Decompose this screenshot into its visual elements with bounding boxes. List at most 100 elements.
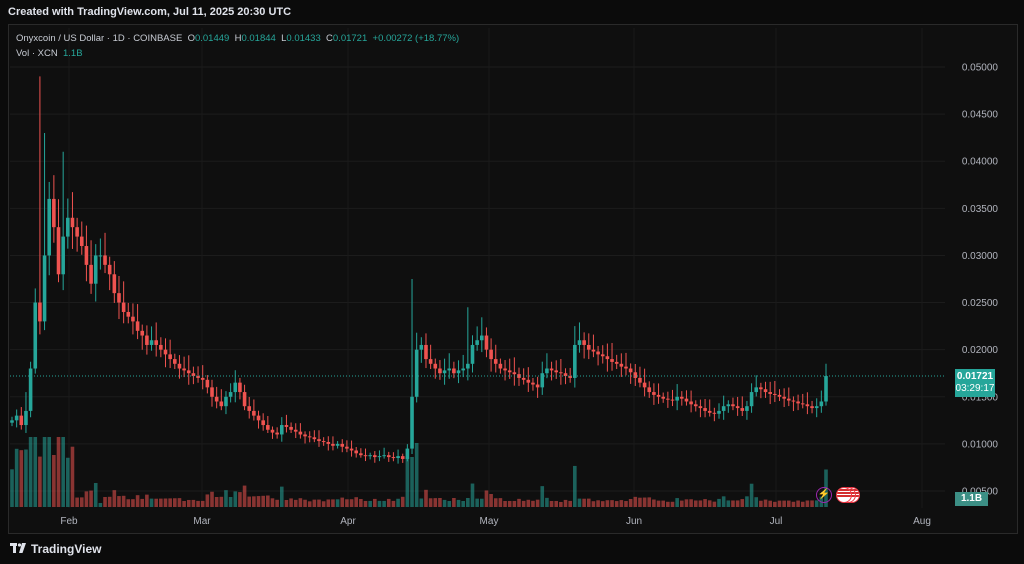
- volume-bar: [670, 501, 675, 507]
- candle-body: [628, 368, 633, 373]
- candle-body: [545, 368, 549, 374]
- bottom-bar: [0, 534, 1024, 564]
- volume-bar: [540, 486, 545, 507]
- candle-body: [693, 404, 698, 407]
- volume-bar: [582, 498, 586, 507]
- us-flag-event-icon[interactable]: [836, 487, 852, 503]
- volume-bar: [577, 498, 582, 507]
- volume-bar: [345, 499, 349, 507]
- candle-body: [773, 393, 777, 395]
- candle-body: [442, 370, 447, 374]
- candle-body: [38, 302, 42, 322]
- volume-bar: [614, 501, 619, 507]
- volume-bars: [10, 437, 828, 507]
- candle-body: [805, 404, 810, 407]
- volume-bar: [633, 496, 638, 507]
- volume-bar: [266, 495, 270, 507]
- volume-bar: [712, 501, 717, 507]
- candle-body: [782, 396, 786, 399]
- candle-body: [159, 344, 163, 350]
- volume-bar: [503, 501, 507, 507]
- volume-bar: [89, 490, 93, 507]
- candle-body: [266, 425, 270, 430]
- candle-body: [321, 441, 326, 443]
- volume-bar: [442, 499, 447, 507]
- candle-body: [670, 399, 675, 401]
- candle-body: [717, 410, 721, 414]
- candle-body: [89, 264, 93, 284]
- candle-body: [735, 406, 740, 409]
- candle-body: [642, 382, 647, 388]
- bar-countdown: 03:29:17: [955, 383, 995, 394]
- candle-body: [703, 408, 707, 411]
- volume-bar: [10, 469, 14, 507]
- tradingview-logo-icon: [10, 543, 26, 553]
- volume-bar: [521, 500, 526, 507]
- candle-body: [191, 373, 196, 377]
- candle-body: [689, 401, 693, 405]
- volume-bar: [507, 500, 512, 507]
- volume-bar: [707, 500, 712, 507]
- candle-body: [800, 403, 805, 405]
- candle-body: [210, 387, 214, 397]
- volume-bar: [200, 500, 205, 507]
- candle-body: [740, 408, 745, 411]
- candle-body: [121, 302, 126, 312]
- volume-bar: [782, 500, 786, 507]
- volume-bar: [298, 498, 303, 507]
- candle-body: [224, 396, 228, 407]
- volume-bar: [168, 498, 172, 507]
- last-price-tag: 0.01721 03:29:17: [955, 369, 995, 397]
- volume-bar: [107, 496, 112, 507]
- candle-body: [577, 340, 582, 345]
- candles: [10, 76, 828, 464]
- x-tick-label: Jul: [770, 516, 783, 527]
- volume-bar: [93, 483, 98, 507]
- symbol-legend[interactable]: Onyxcoin / US Dollar · 1D · COINBASE O0.…: [16, 33, 459, 44]
- volume-bar: [456, 499, 461, 507]
- volume-legend[interactable]: Vol · XCN 1.1B: [16, 48, 83, 59]
- volume-bar: [391, 500, 396, 507]
- volume-bar: [177, 498, 182, 507]
- candle-body: [726, 404, 731, 407]
- candle-body: [582, 340, 586, 345]
- y-tick-label: 0.01500: [962, 392, 999, 403]
- chart-frame[interactable]: [8, 24, 1018, 534]
- volume-bar: [214, 497, 219, 507]
- volume-bar: [763, 499, 768, 507]
- event-badges[interactable]: ⚡: [816, 487, 866, 505]
- volume-bar: [754, 497, 759, 507]
- candle-body: [75, 227, 79, 237]
- candle-body: [214, 396, 219, 402]
- candle-body: [66, 217, 70, 237]
- candle-body: [712, 412, 717, 414]
- volume-bar: [359, 499, 363, 507]
- volume-bar: [145, 494, 149, 507]
- candle-body: [749, 392, 754, 407]
- last-price-value: 0.01721: [956, 371, 994, 382]
- volume-bar: [684, 499, 689, 507]
- candle-body: [484, 335, 489, 350]
- volume-bar: [661, 500, 665, 507]
- volume-bar: [270, 498, 275, 507]
- candle-body: [638, 377, 642, 383]
- volume-bar: [159, 498, 163, 507]
- volume-bar: [321, 501, 326, 507]
- candle-body: [586, 344, 591, 350]
- volume-bar: [740, 499, 745, 507]
- candle-body: [461, 368, 465, 371]
- volume-bar: [52, 455, 56, 507]
- volume-bar: [600, 501, 605, 507]
- volume-bar: [693, 500, 698, 507]
- candle-body: [405, 448, 410, 459]
- volume-bar: [605, 500, 610, 507]
- candle-body: [470, 344, 475, 364]
- x-tick-label: Jun: [626, 516, 642, 527]
- candle-body: [205, 379, 210, 388]
- volume-bar: [140, 498, 145, 507]
- candle-body: [824, 376, 828, 402]
- candle-body: [79, 236, 84, 247]
- lightning-event-icon[interactable]: ⚡: [816, 487, 832, 503]
- y-tick-label: 0.05000: [962, 63, 999, 74]
